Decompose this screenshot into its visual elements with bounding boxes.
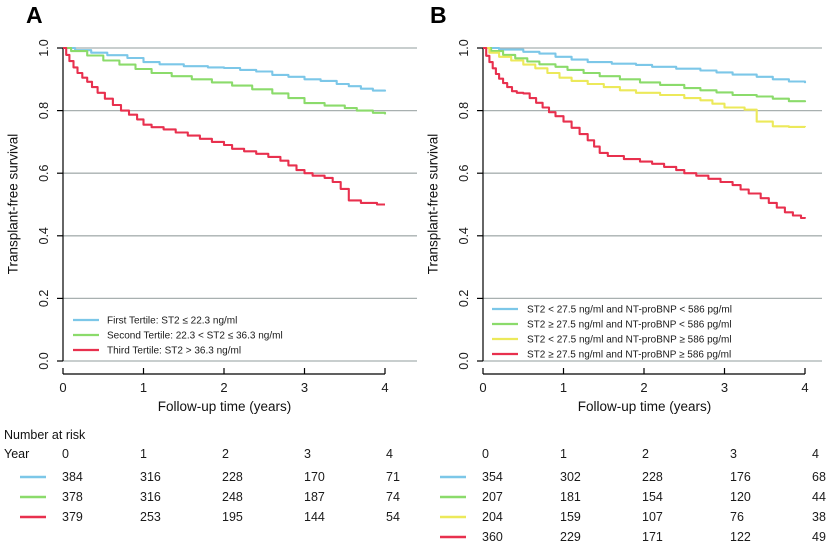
panel-b-survival-curve-green: [483, 46, 807, 103]
panel-a-survival-curve-blue: [63, 46, 387, 92]
panel-a-risk-value: 228: [222, 470, 243, 484]
panel-b-survival-curve-yellow: [483, 46, 807, 128]
panel-b-risk-value: 171: [642, 530, 663, 544]
panel-a-x-tick-label: 1: [140, 380, 147, 395]
panel-a-y-tick-label: 0.2: [37, 290, 51, 307]
panel-a-risk-value: 74: [386, 490, 400, 504]
panel-b-y-tick-label: 0.0: [457, 352, 471, 369]
panel-a-risk-value: 378: [62, 490, 83, 504]
year-label: Year: [4, 447, 30, 461]
panel-b-y-tick-label: 0.2: [457, 290, 471, 307]
panel-a-y-tick-label: 0.4: [37, 227, 51, 244]
panel-b-risk-value: 68: [812, 470, 826, 484]
panel-b-risk-value: 76: [730, 510, 744, 524]
panel-a-legend-label: First Tertile: ST2 ≤ 22.3 ng/ml: [107, 316, 237, 327]
panel-a-y-axis-label: Transplant-free survival: [5, 133, 21, 275]
panel-a-risk-value: 248: [222, 490, 243, 504]
panel-a-risk-col-header: 3: [304, 447, 311, 461]
panel-b-risk-value: 49: [812, 530, 826, 544]
panel-b-risk-value: 107: [642, 510, 663, 524]
panel-b-x-tick-label: 0: [479, 380, 486, 395]
panel-b-y-tick-label: 0.8: [457, 102, 471, 119]
panel-a-y-tick-label: 0.6: [37, 164, 51, 181]
panel-a-risk-value: 71: [386, 470, 400, 484]
panel-a-x-tick-label: 3: [301, 380, 308, 395]
panel-a-risk-value: 379: [62, 510, 83, 524]
panel-a-y-tick-label: 1.0: [37, 39, 51, 56]
panel-b-legend-label: ST2 < 27.5 ng/ml and NT-proBNP ≥ 586 pg/…: [527, 335, 732, 346]
panel-a-risk-value: 316: [140, 490, 161, 504]
panel-b-risk-value: 207: [482, 490, 503, 504]
panel-a-risk-value: 316: [140, 470, 161, 484]
panel-b-risk-value: 154: [642, 490, 663, 504]
panel-b-risk-col-header: 1: [560, 447, 567, 461]
panel-a-y-tick-label: 0.0: [37, 352, 51, 369]
panel-a-x-tick-label: 4: [381, 380, 388, 395]
panel-b-x-tick-label: 3: [721, 380, 728, 395]
panel-b-x-tick-label: 4: [801, 380, 808, 395]
panel-b-risk-value: 159: [560, 510, 581, 524]
panel-b-legend-label: ST2 ≥ 27.5 ng/ml and NT-proBNP < 586 pg/…: [527, 320, 732, 331]
panel-b-x-tick-label: 2: [640, 380, 647, 395]
panel-b-legend-label: ST2 ≥ 27.5 ng/ml and NT-proBNP ≥ 586 pg/…: [527, 350, 731, 361]
panel-a-risk-value: 54: [386, 510, 400, 524]
panel-b-risk-value: 229: [560, 530, 581, 544]
panel-b-legend-label: ST2 < 27.5 ng/ml and NT-proBNP < 586 pg/…: [527, 305, 732, 316]
panel-a-risk-value: 195: [222, 510, 243, 524]
panel-a-letter: A: [26, 2, 43, 28]
panel-a-legend-label: Second Tertile: 22.3 < ST2 ≤ 36.3 ng/ml: [107, 331, 283, 342]
panel-a-risk-value: 170: [304, 470, 325, 484]
panel-b-risk-col-header: 0: [482, 447, 489, 461]
panel-a-x-axis-label: Follow-up time (years): [157, 399, 292, 414]
panel-a-risk-col-header: 1: [140, 447, 147, 461]
panel-b-y-tick-label: 1.0: [457, 39, 471, 56]
panel-a-legend-label: Third Tertile: ST2 > 36.3 ng/ml: [107, 346, 241, 357]
panel-a-risk-value: 144: [304, 510, 325, 524]
panel-b-risk-value: 38: [812, 510, 826, 524]
panel-a-survival-curve-red: [63, 46, 385, 206]
panel-a-risk-col-header: 4: [386, 447, 393, 461]
panel-b-risk-col-header: 2: [642, 447, 649, 461]
panel-b-x-tick-label: 1: [560, 380, 567, 395]
number-at-risk-title: Number at risk: [4, 428, 86, 442]
panel-b-risk-value: 44: [812, 490, 826, 504]
panel-b-risk-value: 354: [482, 470, 503, 484]
panel-b-risk-value: 120: [730, 490, 751, 504]
panel-b-risk-value: 176: [730, 470, 751, 484]
panel-a-survival-curve-green: [63, 46, 387, 115]
panel-a-y-tick-label: 0.8: [37, 102, 51, 119]
panel-a-risk-value: 253: [140, 510, 161, 524]
panel-a-risk-value: 384: [62, 470, 83, 484]
panel-b-risk-value: 228: [642, 470, 663, 484]
panel-a-risk-value: 187: [304, 490, 325, 504]
panel-a-risk-col-header: 0: [62, 447, 69, 461]
panel-b-risk-col-header: 3: [730, 447, 737, 461]
panel-b-risk-value: 181: [560, 490, 581, 504]
panel-b-x-axis-label: Follow-up time (years): [577, 399, 712, 414]
panel-b-survival-curve-blue: [483, 46, 807, 84]
panel-b-risk-value: 122: [730, 530, 751, 544]
panel-a-risk-col-header: 2: [222, 447, 229, 461]
panel-b-y-tick-label: 0.4: [457, 227, 471, 244]
panel-b-y-axis-label: Transplant-free survival: [425, 133, 441, 275]
panel-b-y-tick-label: 0.6: [457, 164, 471, 181]
panel-a-x-tick-label: 2: [220, 380, 227, 395]
panel-a-x-tick-label: 0: [59, 380, 66, 395]
panel-b-risk-col-header: 4: [812, 447, 819, 461]
panel-b-risk-value: 360: [482, 530, 503, 544]
panel-b-risk-value: 204: [482, 510, 503, 524]
panel-b-survival-curve-red: [483, 46, 807, 220]
panel-b-risk-value: 302: [560, 470, 581, 484]
panel-b-letter: B: [430, 2, 447, 28]
